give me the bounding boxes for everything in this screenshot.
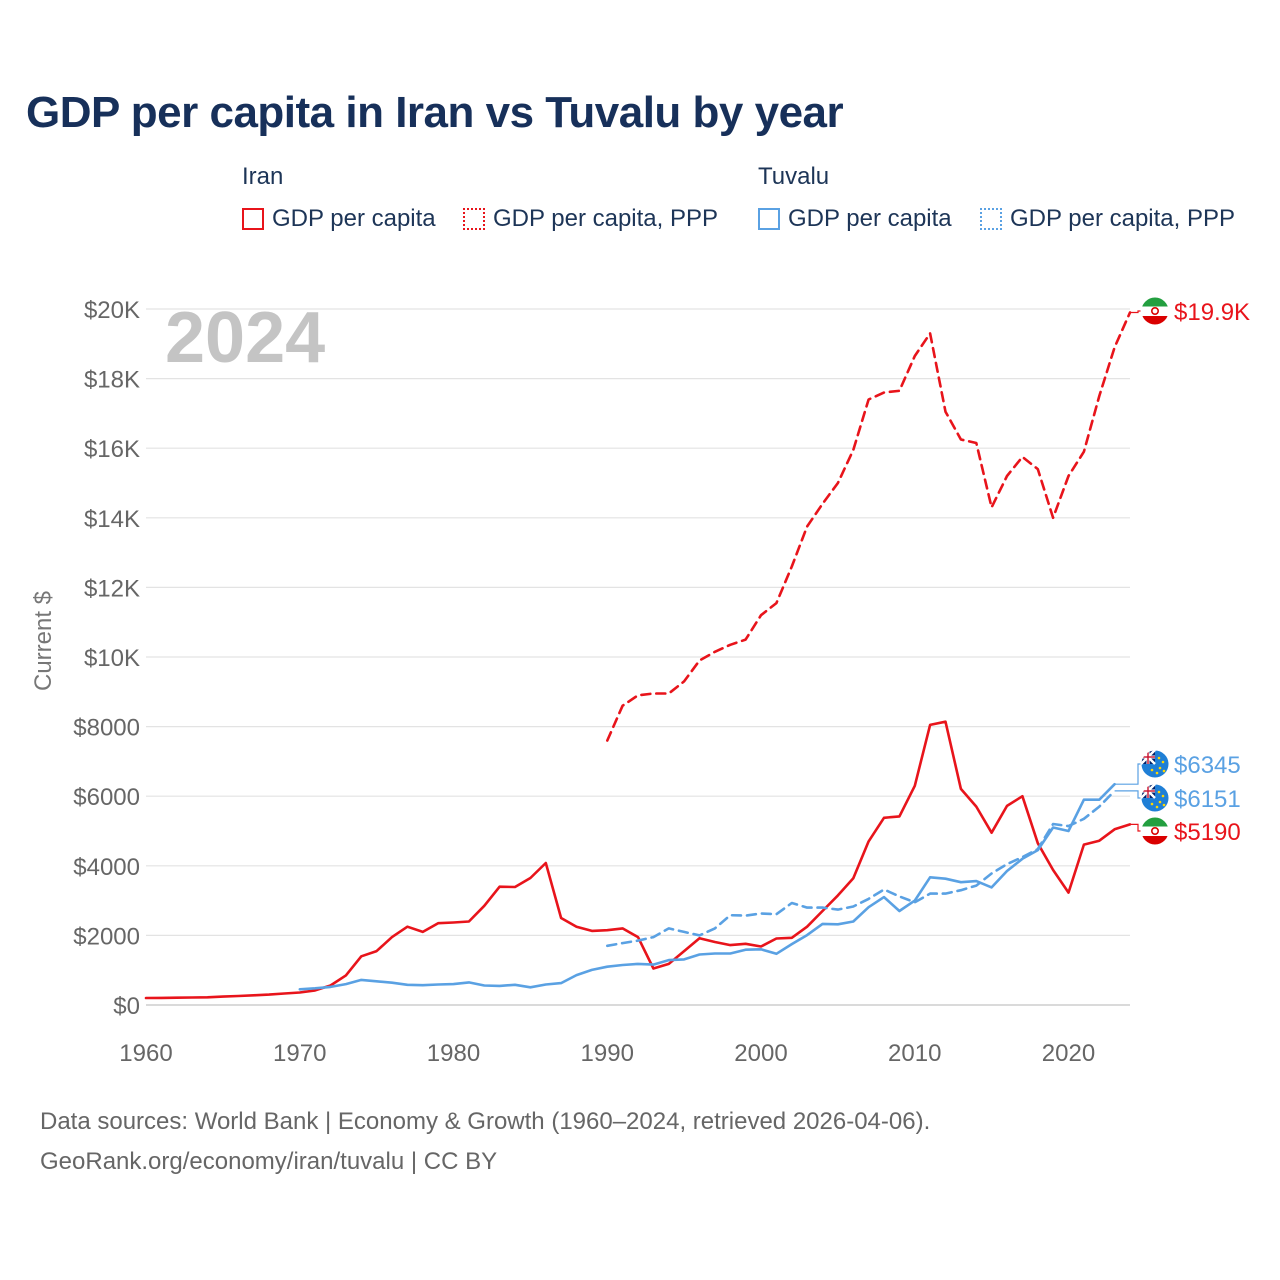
series-line — [144, 720, 1132, 1000]
y-tick-label: $18K — [84, 367, 140, 394]
y-axis-ticks: $0 $2000 $4000 $6000 $8000 $10K $12K $14K $16K $1… — [73, 297, 140, 1020]
series-lines — [144, 311, 1132, 1000]
legend-tuvalu-gdp[interactable]: GDP per capita — [758, 205, 952, 233]
iran-flag-icon — [1140, 816, 1170, 846]
y-tick-label: $16K — [84, 436, 140, 463]
y-tick-label: $20K — [84, 297, 140, 324]
end-label-value: $6345 — [1174, 752, 1241, 779]
tuvalu-flag-icon — [1140, 783, 1170, 813]
legend-label: GDP per capita, PPP — [1010, 205, 1235, 232]
y-tick-label: $10K — [84, 645, 140, 672]
tuvalu-flag-icon — [1140, 749, 1170, 779]
x-tick-label: 1990 — [581, 1040, 634, 1067]
iran-flag-icon — [1140, 296, 1170, 326]
end-label-value: $5190 — [1174, 819, 1241, 846]
x-axis-ticks: 1960 1970 1980 1990 2000 2010 2020 — [119, 1040, 1095, 1067]
x-tick-label: 1960 — [119, 1040, 172, 1067]
x-tick-label: 2000 — [734, 1040, 787, 1067]
y-tick-label: $2000 — [73, 923, 140, 950]
legend-group-tuvalu: Tuvalu — [758, 163, 830, 190]
end-label-value: $19.9K — [1174, 299, 1250, 326]
series-line — [605, 789, 1116, 948]
y-axis-label: Current $ — [30, 591, 57, 691]
series-line — [298, 782, 1116, 991]
footer-sources: Data sources: World Bank | Economy & Gro… — [40, 1108, 931, 1135]
x-tick-label: 2020 — [1042, 1040, 1095, 1067]
legend-label: GDP per capita — [272, 205, 436, 232]
legend-label: GDP per capita — [788, 205, 952, 232]
gridlines — [146, 308, 1130, 1006]
end-label-value: $6151 — [1174, 786, 1241, 813]
legend-tuvalu-gdp-ppp[interactable]: GDP per capita, PPP — [980, 205, 1235, 233]
x-tick-label: 1970 — [273, 1040, 326, 1067]
x-tick-label: 1980 — [427, 1040, 480, 1067]
y-tick-label: $6000 — [73, 784, 140, 811]
series-line — [605, 311, 1132, 742]
end-label-connector — [1130, 310, 1141, 314]
end-label: $6345 — [1114, 749, 1241, 785]
legend-label: GDP per capita, PPP — [493, 205, 718, 232]
end-label-connector — [1114, 790, 1141, 799]
legend-iran-gdp[interactable]: GDP per capita — [242, 205, 436, 233]
chart-title: GDP per capita in Iran vs Tuvalu by year — [26, 88, 844, 137]
legend-iran-gdp-ppp[interactable]: GDP per capita, PPP — [463, 205, 718, 233]
end-labels: $19.9K $6345 $6151 $5190 — [1114, 296, 1250, 846]
y-tick-label: $4000 — [73, 854, 140, 881]
legend-group-iran: Iran — [242, 163, 284, 190]
y-tick-label: $14K — [84, 506, 140, 533]
legend-swatch-dotted-tuvalu — [980, 208, 1002, 230]
year-watermark: 2024 — [165, 298, 325, 378]
y-tick-label: $8000 — [73, 715, 140, 742]
end-label: $6151 — [1114, 783, 1241, 813]
legend-swatch-solid-tuvalu — [758, 208, 780, 230]
legend-swatch-solid-iran — [242, 208, 264, 230]
end-label-connector — [1114, 763, 1141, 785]
end-label: $5190 — [1130, 816, 1241, 846]
y-tick-label: $0 — [113, 993, 140, 1020]
legend-swatch-dotted-iran — [463, 208, 485, 230]
end-label-connector — [1130, 823, 1141, 832]
footer-link[interactable]: GeoRank.org/economy/iran/tuvalu | CC BY — [40, 1148, 498, 1175]
end-label: $19.9K — [1130, 296, 1250, 326]
y-tick-label: $12K — [84, 575, 140, 602]
x-tick-label: 2010 — [888, 1040, 941, 1067]
